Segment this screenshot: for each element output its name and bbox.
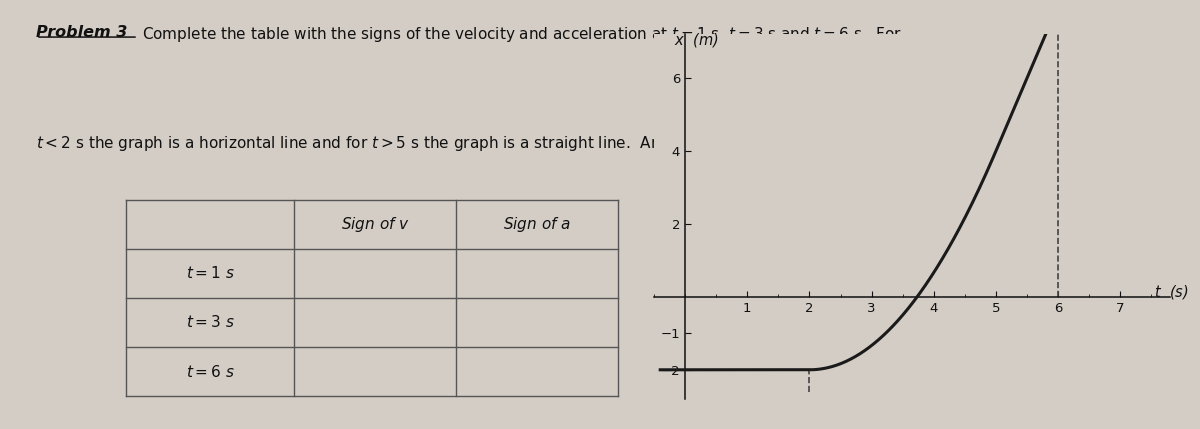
Text: $t = 3$ s: $t = 3$ s <box>186 314 234 330</box>
Text: $t$  (s): $t$ (s) <box>1154 284 1189 302</box>
Text: $t = 1$ s: $t = 1$ s <box>186 266 234 281</box>
Text: Sign of $v$: Sign of $v$ <box>341 215 409 234</box>
Text: Sign of $a$: Sign of $a$ <box>503 215 571 234</box>
Text: $t < 2$ s the graph is a horizontal line and for $t > 5$ s the graph is a straig: $t < 2$ s the graph is a horizontal line… <box>36 134 818 153</box>
Text: $t = 6$ s: $t = 6$ s <box>186 363 234 380</box>
Text: Problem 3: Problem 3 <box>36 25 127 40</box>
Text: $x$  (m): $x$ (m) <box>674 31 719 49</box>
Text: Complete the table with the signs of the velocity and acceleration at $t = 1$ s,: Complete the table with the signs of the… <box>142 25 901 44</box>
